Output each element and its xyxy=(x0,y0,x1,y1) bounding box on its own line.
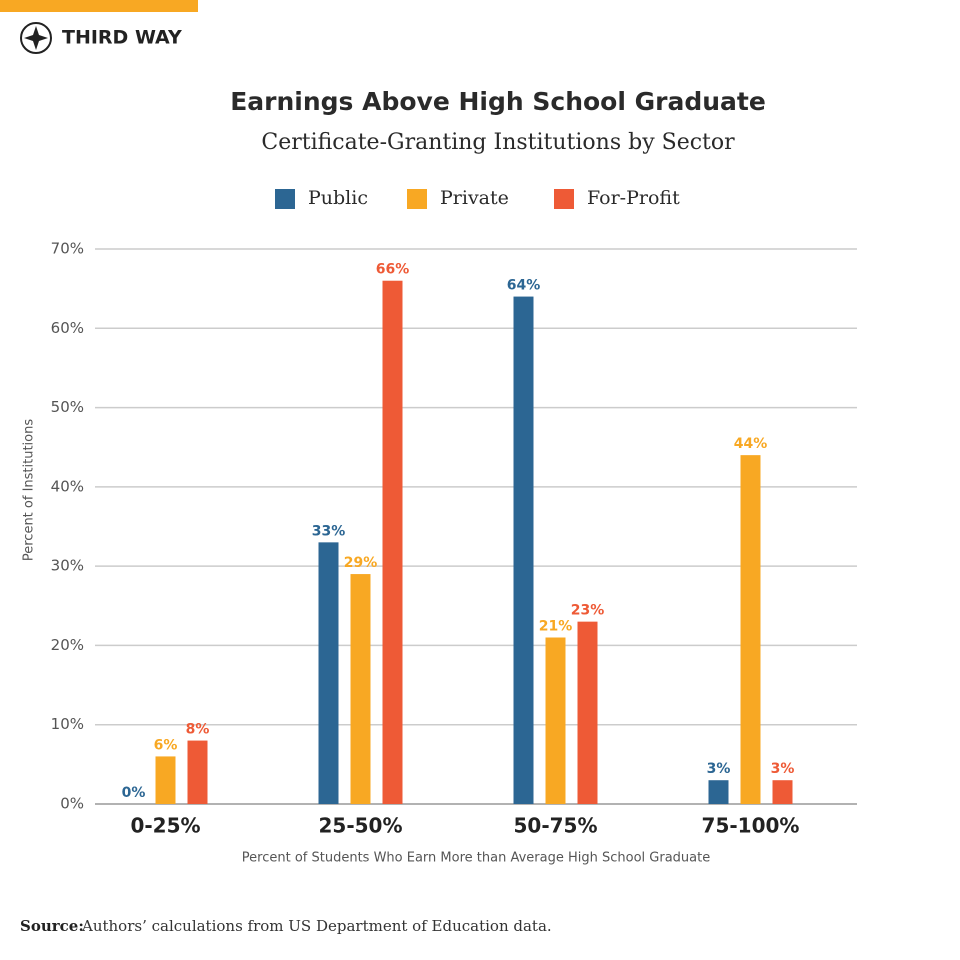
value-label: 3% xyxy=(771,761,795,777)
source-text: Authors’ calculations from US Department… xyxy=(81,917,552,935)
value-label: 8% xyxy=(186,722,210,738)
value-label: 33% xyxy=(312,523,346,539)
legend-label: Private xyxy=(440,187,509,209)
chart-title: Earnings Above High School Graduate xyxy=(230,87,766,116)
y-tick-label: 10% xyxy=(51,715,84,733)
value-label: 0% xyxy=(122,785,146,801)
bar xyxy=(708,780,729,804)
y-tick-label: 60% xyxy=(51,319,84,337)
value-label: 23% xyxy=(571,603,605,619)
value-label: 66% xyxy=(376,262,410,278)
y-axis-label: Percent of Institutions xyxy=(22,419,37,562)
bar xyxy=(155,756,176,804)
bar xyxy=(382,280,403,804)
legend-swatch xyxy=(275,189,295,209)
value-label: 44% xyxy=(734,436,768,452)
source-label: Source: xyxy=(20,917,84,935)
value-label: 21% xyxy=(539,619,573,635)
y-tick-label: 40% xyxy=(51,477,84,495)
bar xyxy=(513,296,534,804)
logo xyxy=(20,22,52,54)
brand: THIRD WAY xyxy=(62,27,182,49)
legend-label: Public xyxy=(308,187,368,209)
chart-subtitle: Certificate-Granting Institutions by Sec… xyxy=(261,130,735,155)
value-label: 29% xyxy=(344,555,378,571)
x-tick-label: 25-50% xyxy=(318,814,402,838)
bar xyxy=(318,542,339,804)
accent-bar xyxy=(0,0,198,12)
bar xyxy=(545,637,566,804)
y-tick-label: 20% xyxy=(51,636,84,654)
bar xyxy=(740,455,761,804)
x-tick-label: 75-100% xyxy=(702,814,800,838)
bar xyxy=(577,621,598,804)
value-label: 3% xyxy=(707,761,731,777)
legend-swatch xyxy=(554,189,574,209)
bar xyxy=(772,780,793,804)
bar xyxy=(187,740,208,804)
x-tick-label: 50-75% xyxy=(513,814,597,838)
x-axis-label: Percent of Students Who Earn More than A… xyxy=(242,851,710,866)
value-label: 64% xyxy=(507,278,541,294)
legend-label: For-Profit xyxy=(587,187,680,209)
y-tick-label: 0% xyxy=(60,795,84,813)
y-tick-label: 50% xyxy=(51,398,84,416)
legend-swatch xyxy=(407,189,427,209)
y-tick-label: 30% xyxy=(51,557,84,575)
y-tick-label: 70% xyxy=(51,240,84,258)
value-label: 6% xyxy=(154,737,178,753)
bar xyxy=(350,574,371,804)
x-tick-label: 0-25% xyxy=(130,814,200,838)
